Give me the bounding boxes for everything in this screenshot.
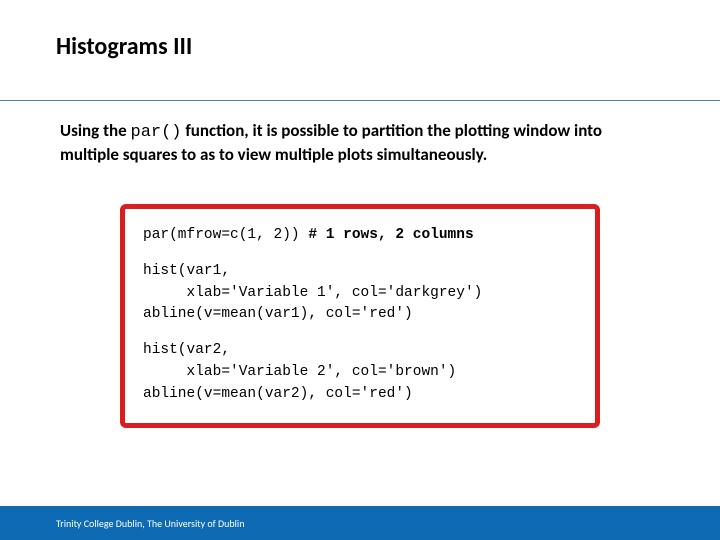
code-line-1: par(mfrow=c(1, 2)) # 1 rows, 2 columns [143,225,577,247]
code-block-2: hist(var2, xlab='Variable 2', col='brown… [143,340,577,405]
code-line-1-plain: par(mfrow=c(1, 2)) [143,227,308,243]
code-comment: # 1 rows, 2 columns [308,227,473,243]
slide-title: Histograms III [56,32,192,61]
body-pre: Using the [60,120,131,141]
body-paragraph: Using the par() function, it is possible… [60,120,620,166]
code-block-1: hist(var1, xlab='Variable 1', col='darkg… [143,261,577,326]
footer-bar: Trinity College Dublin, The University o… [0,506,720,540]
inline-code: par() [131,123,182,142]
divider-line [0,100,720,101]
code-block: par(mfrow=c(1, 2)) # 1 rows, 2 columns h… [120,204,600,428]
footer-text: Trinity College Dublin, The University o… [56,517,244,530]
